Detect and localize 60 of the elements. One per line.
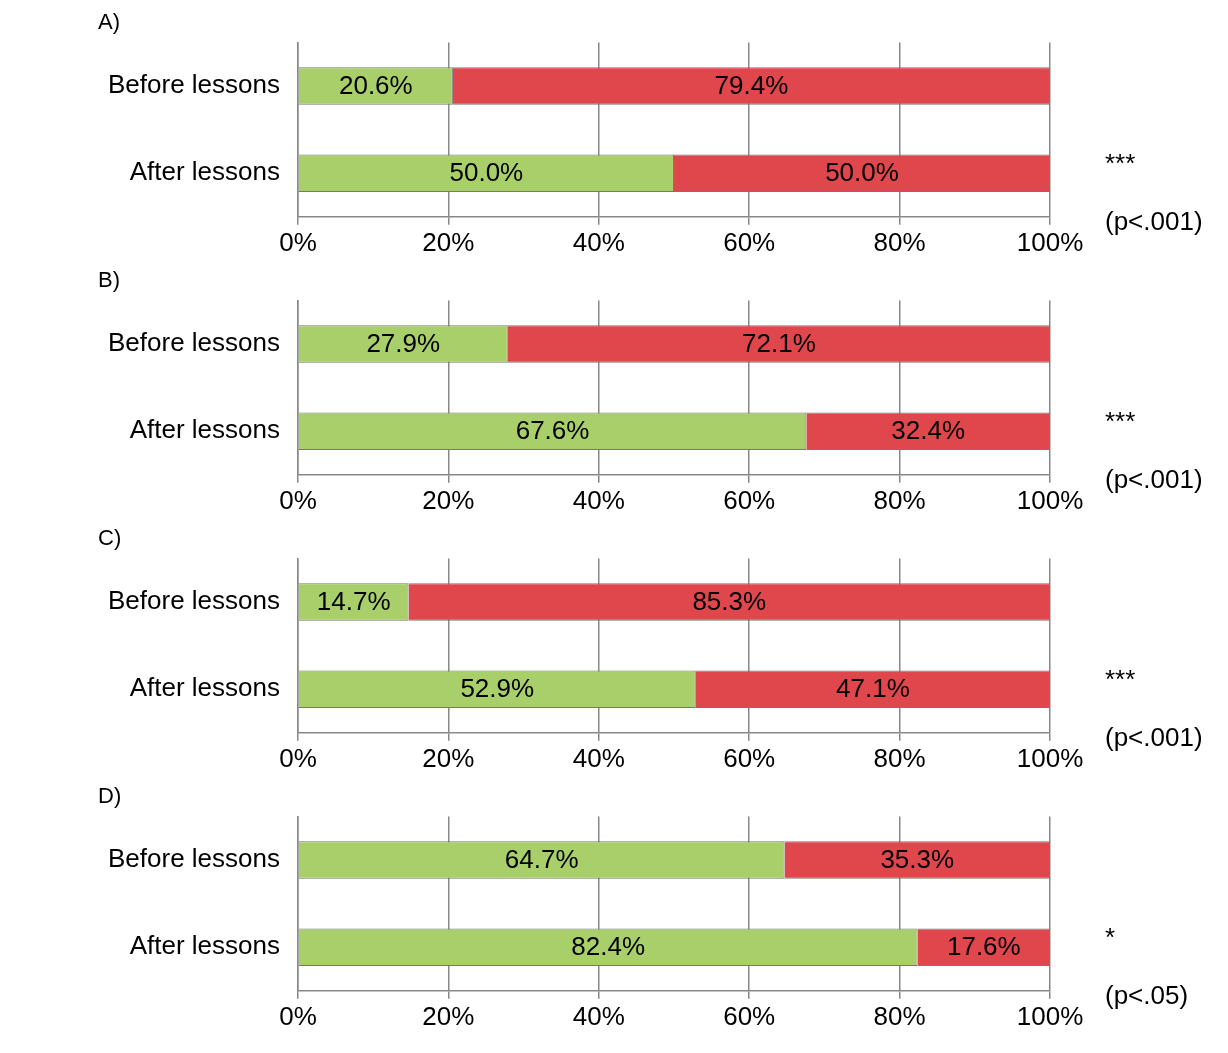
data-label: 64.7%	[504, 844, 579, 875]
text: ***	[1105, 147, 1136, 178]
text: ***	[1105, 405, 1136, 436]
data-label: 32.4%	[891, 415, 966, 446]
text: A)	[98, 9, 120, 35]
data-label: 72.1%	[742, 328, 816, 359]
x-tick-label: 0%	[279, 1000, 317, 1031]
text: C)	[98, 525, 122, 551]
x-tick-label: 40%	[572, 742, 625, 773]
x-tick-label: 100%	[1016, 484, 1084, 515]
y-tick-label: After lessons	[129, 156, 280, 187]
data-label: 20.6%	[338, 70, 413, 101]
data-label: 47.1%	[836, 673, 910, 704]
y-tick-label: After lessons	[129, 672, 280, 703]
text: (p<.001)	[1105, 463, 1203, 494]
y-tick-label: After lessons	[129, 414, 280, 445]
x-tick-label: 100%	[1016, 1000, 1084, 1031]
y-tick-label: Before lessons	[108, 843, 280, 874]
x-tick-label: 60%	[723, 1000, 776, 1031]
data-label: 50.0%	[825, 157, 899, 188]
x-tick-label: 20%	[422, 484, 475, 515]
data-label: 35.3%	[880, 844, 955, 875]
x-tick-label: 100%	[1016, 226, 1084, 257]
x-tick-label: 100%	[1016, 742, 1084, 773]
x-tick-label: 60%	[723, 742, 776, 773]
data-label: 50.0%	[449, 157, 524, 188]
data-label: 27.9%	[366, 328, 441, 359]
data-label: 79.4%	[714, 70, 789, 101]
text: B)	[98, 267, 120, 293]
x-tick-label: 20%	[422, 742, 475, 773]
x-tick-label: 40%	[572, 226, 625, 257]
x-tick-label: 80%	[873, 742, 926, 773]
y-tick-label: Before lessons	[108, 69, 280, 100]
text: (p<.001)	[1105, 721, 1203, 752]
x-tick-label: 80%	[873, 1000, 926, 1031]
x-tick-label: 0%	[279, 484, 317, 515]
x-tick-label: 80%	[873, 484, 926, 515]
y-tick-label: After lessons	[129, 930, 280, 961]
x-tick-label: 20%	[422, 1000, 475, 1031]
y-tick-label: Before lessons	[108, 585, 280, 616]
data-label: 14.7%	[316, 586, 391, 617]
x-tick-label: 0%	[279, 742, 317, 773]
y-tick-label: Before lessons	[108, 327, 280, 358]
data-label: 85.3%	[692, 586, 767, 617]
data-label: 52.9%	[460, 673, 535, 704]
text: D)	[98, 783, 122, 809]
x-tick-label: 40%	[572, 1000, 625, 1031]
x-tick-label: 40%	[572, 484, 625, 515]
x-tick-label: 60%	[723, 226, 776, 257]
data-label: 82.4%	[571, 931, 646, 962]
x-tick-label: 0%	[279, 226, 317, 257]
data-label: 67.6%	[515, 415, 590, 446]
data-label: 17.6%	[946, 931, 1021, 962]
x-tick-label: 20%	[422, 226, 475, 257]
text: ***	[1105, 663, 1136, 694]
text: *	[1105, 921, 1116, 952]
text: (p<.05)	[1105, 979, 1189, 1010]
x-tick-label: 60%	[723, 484, 776, 515]
x-tick-label: 80%	[873, 226, 926, 257]
text: (p<.001)	[1105, 205, 1203, 236]
